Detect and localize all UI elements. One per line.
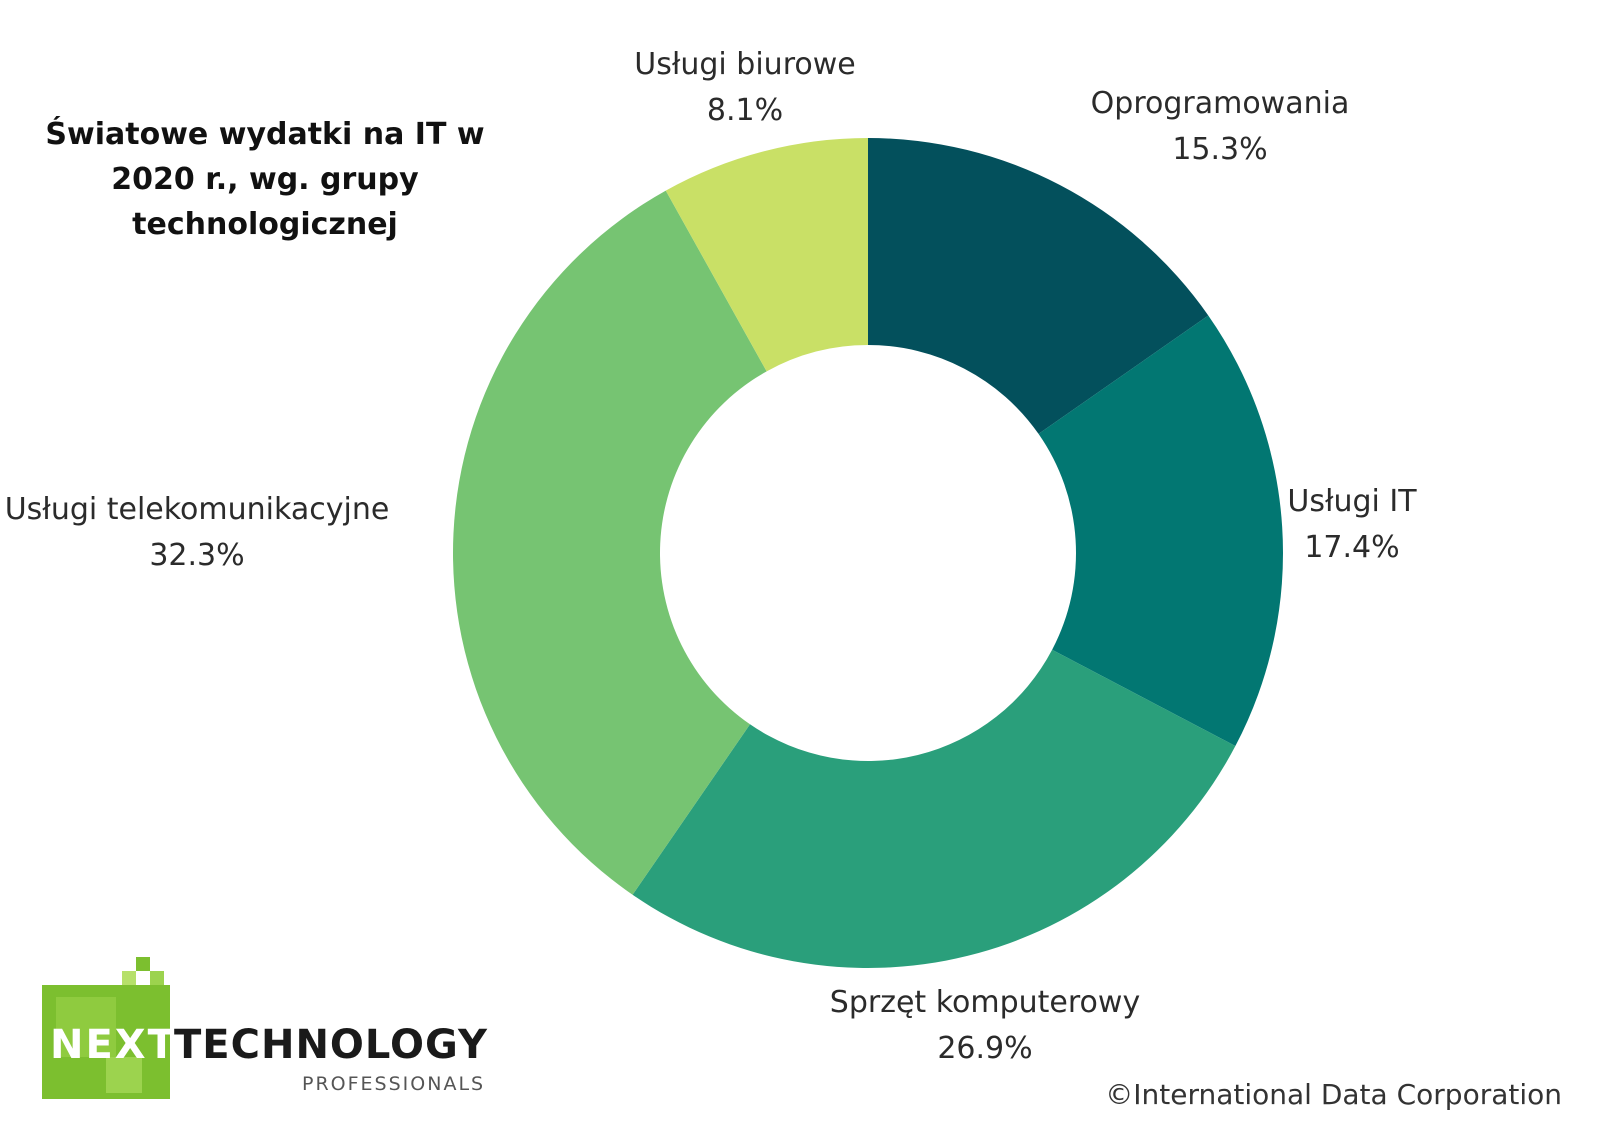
donut-slice (665, 138, 868, 372)
slice-value-label: 15.3% (1172, 132, 1267, 167)
slice-value-label: 8.1% (707, 93, 783, 128)
logo-subtitle: PROFESSIONALS (302, 1073, 486, 1095)
logo-pixel-square (106, 1057, 142, 1093)
slice-value-label: 32.3% (149, 538, 244, 573)
slice-value-label: 26.9% (937, 1031, 1032, 1066)
logo-pixel-square (122, 971, 136, 985)
slice-category-label: Sprzęt komputerowy (830, 985, 1140, 1020)
logo-pixel-square (150, 971, 164, 985)
slice-category-label: Usługi biurowe (634, 47, 855, 82)
logo-pixel-square (136, 957, 150, 971)
logo-word-technology: TECHNOLOGY (174, 1022, 488, 1068)
donut-slice (1038, 315, 1283, 747)
donut-slice (453, 190, 767, 895)
slice-category-label: Usługi telekomunikacyjne (5, 492, 390, 527)
logo-pixel-square (56, 997, 116, 1057)
slice-value-label: 17.4% (1304, 530, 1399, 565)
chart-title: Światowe wydatki na IT w 2020 r., wg. gr… (45, 117, 485, 242)
logo-word-next: NEXT (50, 1022, 177, 1068)
slice-category-label: Usługi IT (1287, 484, 1417, 519)
donut-slice (632, 649, 1236, 969)
donut-slice (868, 138, 1209, 434)
source-credit: ©International Data Corporation (1105, 1078, 1562, 1111)
next-technology-logo: NEXT TECHNOLOGY PROFESSIONALS (36, 957, 488, 1107)
slice-category-label: Oprogramowania (1091, 86, 1350, 121)
